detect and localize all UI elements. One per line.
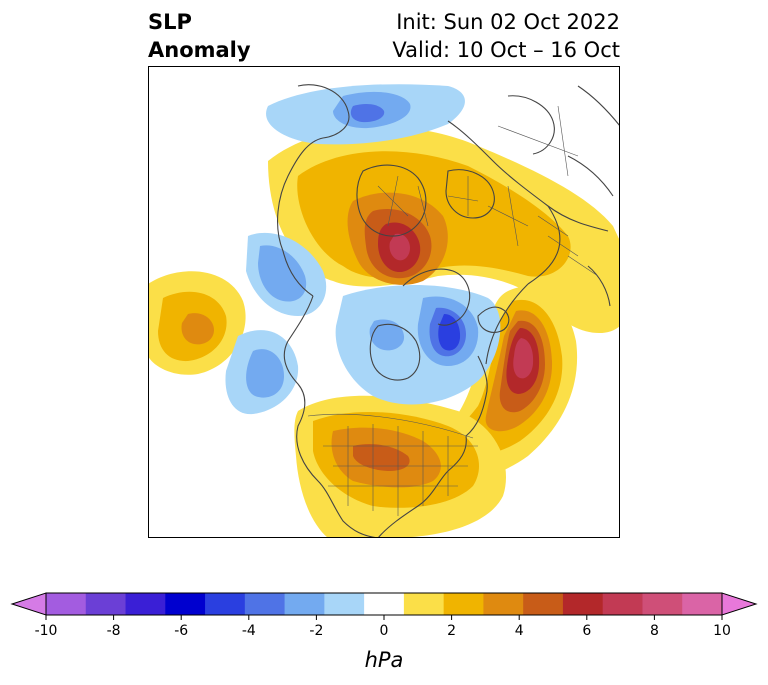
colorbar-cell: [165, 593, 206, 615]
map-title: SLP Anomaly: [148, 8, 251, 64]
colorbar-cell: [284, 593, 325, 615]
colorbar-tick-label: 6: [582, 623, 591, 639]
colorbar-cell: [562, 593, 604, 615]
colorbar-unit-label: hPa: [365, 648, 404, 672]
colorbar-cell: [602, 593, 643, 615]
colorbar-tick-label: -4: [242, 623, 256, 639]
colorbar-tick-label: 0: [380, 623, 389, 639]
colorbar-tick-label: 4: [515, 623, 524, 639]
colorbar-cell: [642, 593, 683, 615]
colorbar-cell: [85, 593, 127, 615]
colorbar-cell: [443, 593, 484, 615]
slp-anomaly-map: [148, 66, 620, 538]
colorbar-cells: [10, 592, 758, 616]
colorbar-cell: [523, 593, 564, 615]
colorbar-extend-max: [721, 592, 758, 616]
country-borders: [307, 105, 599, 516]
coastlines: [277, 84, 620, 538]
positive-anomaly-pacific: [148, 271, 246, 375]
map-frame: [148, 66, 620, 538]
colorbar-tick-label: 2: [447, 623, 456, 639]
colorbar-tick-label: -2: [309, 623, 323, 639]
colorbar-cell: [324, 593, 365, 615]
title-line-2: Anomaly: [148, 38, 251, 62]
colorbar-tick-label: -8: [107, 623, 121, 639]
colorbar-cell: [125, 593, 166, 615]
colorbar-extend-min: [10, 592, 47, 616]
colorbar-cell: [244, 593, 286, 615]
colorbar-ticks: -10 -8 -6 -4 -2 0 2 4 6 8 10: [35, 615, 731, 639]
colorbar-tick-label: 10: [713, 623, 731, 639]
colorbar-tick-label: 8: [650, 623, 659, 639]
colorbar-cell: [364, 593, 405, 615]
colorbar-cell: [46, 593, 87, 615]
colorbar-cell: [403, 593, 445, 615]
init-date: Init: Sun 02 Oct 2022: [396, 10, 620, 34]
valid-range: Valid: 10 Oct – 16 Oct: [392, 38, 620, 62]
colorbar-cell: [682, 593, 723, 615]
colorbar-cell: [483, 593, 524, 615]
title-line-1: SLP: [148, 10, 192, 34]
colorbar-cell: [205, 593, 246, 615]
colorbar: -10 -8 -6 -4 -2 0 2 4 6 8 10 hPa: [10, 592, 758, 672]
colorbar-tick-label: -10: [35, 623, 58, 639]
colorbar-tick-label: -6: [174, 623, 188, 639]
forecast-dates: Init: Sun 02 Oct 2022 Valid: 10 Oct – 16…: [392, 8, 620, 64]
